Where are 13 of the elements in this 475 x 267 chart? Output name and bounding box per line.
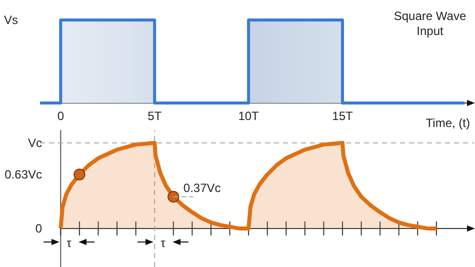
annotation: Square Wave Input (394, 9, 466, 38)
x-axis-title: Time, (t) (426, 116, 470, 130)
x-tick-label: 5T (148, 109, 162, 123)
annotation: τ (160, 236, 166, 250)
annotation: 0.37Vc (183, 180, 221, 195)
x-tick-label: 10T (238, 109, 260, 123)
y-tick-label: Vc (28, 136, 42, 150)
y-tick-label: 0 (35, 221, 42, 236)
y-tick-label: 0.63Vc (4, 168, 42, 182)
text: Vs (4, 13, 18, 27)
x-tick-label: 15T (332, 109, 354, 123)
annotation: τ (66, 236, 72, 250)
x-tick-label: 0 (57, 109, 64, 123)
